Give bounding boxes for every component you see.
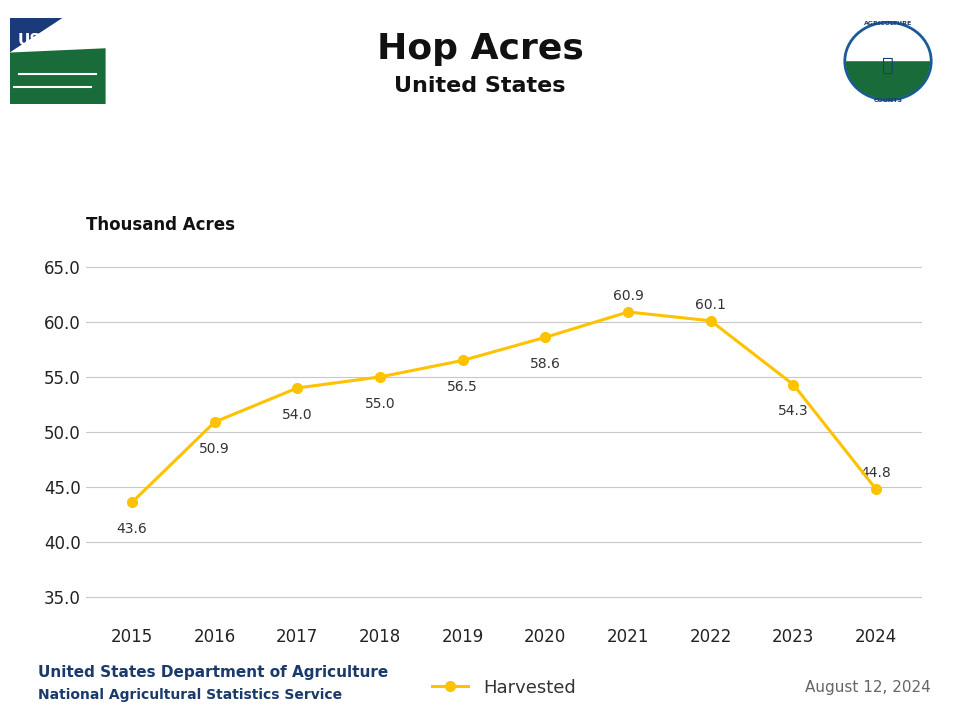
Text: 54.0: 54.0 — [282, 408, 313, 422]
Polygon shape — [10, 48, 106, 104]
Legend: Harvested: Harvested — [425, 671, 583, 703]
Text: USDA: USDA — [17, 33, 65, 48]
Text: August 12, 2024: August 12, 2024 — [805, 680, 931, 695]
Text: 60.9: 60.9 — [612, 289, 643, 303]
Text: COUNTS: COUNTS — [874, 98, 902, 103]
Text: AGRICULTURE: AGRICULTURE — [864, 21, 912, 26]
Text: 50.9: 50.9 — [199, 442, 230, 456]
Text: United States: United States — [395, 76, 565, 96]
Text: Thousand Acres: Thousand Acres — [86, 216, 235, 234]
Text: 60.1: 60.1 — [695, 298, 726, 312]
Text: 55.0: 55.0 — [365, 397, 396, 411]
Text: Hop Acres: Hop Acres — [376, 32, 584, 66]
Text: 44.8: 44.8 — [861, 467, 892, 480]
Text: 56.5: 56.5 — [447, 380, 478, 395]
Text: 🏛: 🏛 — [882, 56, 894, 75]
Text: National Agricultural Statistics Service: National Agricultural Statistics Service — [38, 688, 343, 702]
Text: United States Department of Agriculture: United States Department of Agriculture — [38, 665, 389, 680]
Text: 54.3: 54.3 — [779, 405, 808, 418]
Text: 43.6: 43.6 — [116, 522, 147, 536]
Text: 58.6: 58.6 — [530, 357, 561, 371]
Polygon shape — [10, 18, 62, 53]
Wedge shape — [846, 61, 930, 99]
